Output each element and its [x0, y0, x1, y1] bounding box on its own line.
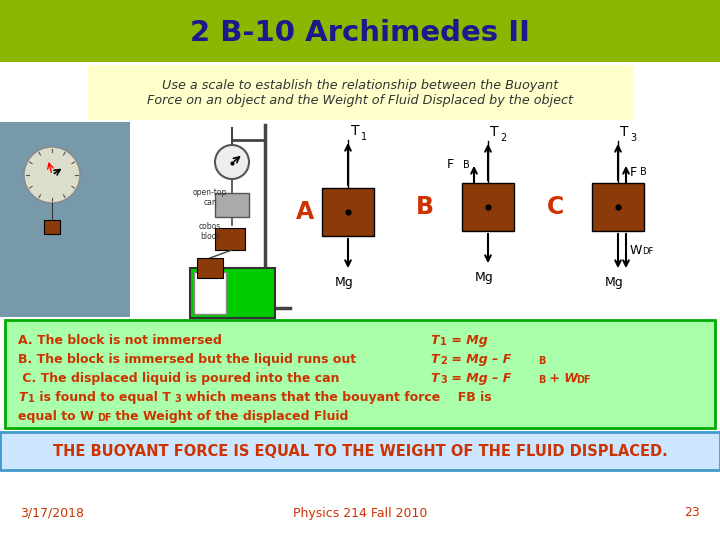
Bar	[592, 183, 644, 231]
Text: DF: DF	[576, 375, 590, 385]
Text: B: B	[416, 195, 434, 219]
Text: T: T	[620, 125, 629, 139]
Text: A: A	[296, 200, 314, 224]
Text: T: T	[490, 125, 498, 139]
Text: open-top
can: open-top can	[193, 188, 228, 207]
Text: + W: + W	[545, 372, 578, 385]
Text: T: T	[430, 334, 438, 347]
Bar	[197, 258, 223, 278]
Text: 2: 2	[500, 133, 506, 143]
Text: which means that the bouyant force    FB is: which means that the bouyant force FB is	[181, 391, 492, 404]
Text: B: B	[538, 356, 545, 366]
Bar	[0, 122, 130, 317]
Text: 1: 1	[28, 394, 35, 404]
Text: 3/17/2018: 3/17/2018	[20, 507, 84, 519]
Text: = Mg: = Mg	[447, 334, 487, 347]
Text: = Mg – F: = Mg – F	[447, 372, 511, 385]
Text: 1: 1	[440, 337, 446, 347]
Text: F: F	[630, 166, 637, 179]
Text: 3: 3	[440, 375, 446, 385]
Bar	[215, 193, 249, 217]
Bar	[0, 0, 720, 62]
Bar	[88, 122, 633, 317]
Text: B: B	[538, 375, 545, 385]
Text: 2 B-10 Archimedes II: 2 B-10 Archimedes II	[190, 19, 530, 47]
Text: C: C	[546, 195, 564, 219]
Text: B: B	[640, 167, 647, 177]
Bar	[0, 432, 720, 470]
Text: is found to equal T: is found to equal T	[35, 391, 171, 404]
Circle shape	[215, 145, 249, 179]
Bar	[322, 188, 374, 236]
Bar	[462, 183, 514, 231]
Text: Mg: Mg	[474, 271, 493, 284]
Bar	[190, 268, 275, 318]
Text: Mg: Mg	[335, 276, 354, 289]
Text: B. The block is immersed but the liquid runs out: B. The block is immersed but the liquid …	[18, 353, 356, 366]
Text: T: T	[18, 391, 27, 404]
Text: cobos
block: cobos block	[199, 222, 221, 241]
Text: 23: 23	[684, 507, 700, 519]
Text: Physics 214 Fall 2010: Physics 214 Fall 2010	[293, 507, 427, 519]
Text: 3: 3	[630, 133, 636, 143]
Text: equal to W: equal to W	[18, 410, 94, 423]
Text: the Weight of the displaced Fluid: the Weight of the displaced Fluid	[111, 410, 348, 423]
Text: 1: 1	[361, 132, 367, 142]
Text: 3: 3	[174, 394, 181, 404]
Circle shape	[24, 147, 80, 203]
Text: C. The displaced liquid is poured into the can: C. The displaced liquid is poured into t…	[18, 372, 340, 385]
Text: Use a scale to establish the relationship between the Buoyant
Force on an object: Use a scale to establish the relationshi…	[147, 79, 573, 107]
Text: DF: DF	[642, 247, 653, 256]
Bar	[88, 65, 633, 120]
Text: A. The block is not immersed: A. The block is not immersed	[18, 334, 222, 347]
Text: T: T	[430, 353, 438, 366]
Bar	[194, 272, 226, 314]
Bar	[44, 220, 60, 234]
Text: W: W	[630, 245, 642, 258]
Text: DF: DF	[97, 413, 112, 423]
Text: F: F	[447, 159, 454, 172]
Text: T: T	[351, 124, 359, 138]
Bar	[5, 320, 715, 428]
Text: B: B	[463, 160, 469, 170]
Text: Mg: Mg	[605, 276, 624, 289]
Text: THE BUOYANT FORCE IS EQUAL TO THE WEIGHT OF THE FLUID DISPLACED.: THE BUOYANT FORCE IS EQUAL TO THE WEIGHT…	[53, 443, 667, 458]
Text: T: T	[430, 372, 438, 385]
Bar	[215, 228, 245, 250]
Text: 2: 2	[440, 356, 446, 366]
Text: = Mg – F: = Mg – F	[447, 353, 511, 366]
